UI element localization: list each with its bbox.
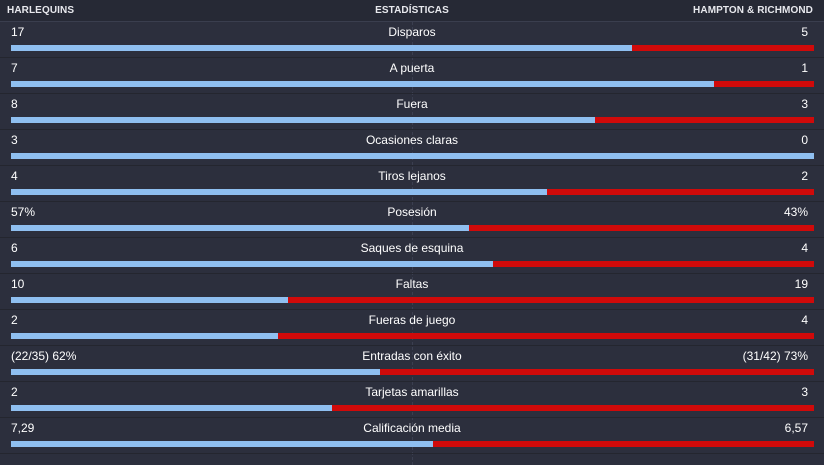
home-share-fill [11,225,469,231]
home-share-fill [11,441,434,447]
stat-row: 7,29 Calificación media 6,57 [0,418,824,454]
comparison-bar [11,405,814,411]
comparison-bar [11,333,814,339]
away-value: 5 [801,25,808,39]
away-value: (31/42) 73% [742,349,808,363]
home-share-fill [11,189,547,195]
away-value: 6,57 [784,421,808,435]
stat-label: Saques de esquina [360,241,464,255]
away-value: 3 [801,97,808,111]
away-value: 2 [801,169,808,183]
stat-label: Tiros lejanos [378,169,446,183]
stat-label: Calificación media [363,421,461,435]
stat-label: Faltas [395,277,429,291]
comparison-bar [11,261,814,267]
comparison-bar [11,153,814,159]
comparison-bar [11,225,814,231]
stat-row: (22/35) 62% Entradas con éxito (31/42) 73% [0,346,824,382]
stats-title: ESTADÍSTICAS [375,5,449,16]
stat-row: 4 Tiros lejanos 2 [0,166,824,202]
stat-label: Tarjetas amarillas [365,385,459,399]
away-team-name: HAMPTON & RICHMOND [693,5,813,16]
home-share-fill [11,369,380,375]
stat-row: 10 Faltas 19 [0,274,824,310]
home-value: 57% [11,205,36,219]
stat-row: 57% Posesión 43% [0,202,824,238]
home-value: 10 [11,277,25,291]
away-value: 4 [801,241,808,255]
home-value: 2 [11,313,18,327]
stat-row: 2 Tarjetas amarillas 3 [0,382,824,418]
stat-label: Ocasiones claras [365,133,459,147]
away-value: 19 [794,277,808,291]
home-value: 7 [11,61,18,75]
stats-header: HARLEQUINS ESTADÍSTICAS HAMPTON & RICHMO… [0,0,824,22]
home-value: 8 [11,97,18,111]
comparison-bar [11,81,814,87]
home-share-fill [11,45,632,51]
comparison-bar [11,369,814,375]
stat-row: 3 Ocasiones claras 0 [0,130,824,166]
stat-row: 7 A puerta 1 [0,58,824,94]
stat-label: A puerta [389,61,435,75]
away-value: 4 [801,313,808,327]
home-share-fill [11,261,493,267]
home-value: 17 [11,25,25,39]
home-share-fill [11,405,333,411]
comparison-bar [11,297,814,303]
home-value: 2 [11,385,18,399]
comparison-bar [11,45,814,51]
away-value: 3 [801,385,808,399]
home-share-fill [11,297,289,303]
stat-row: 17 Disparos 5 [0,22,824,58]
home-team-name: HARLEQUINS [7,5,75,16]
stat-label: Entradas con éxito [362,349,462,363]
stat-label: Disparos [388,25,436,39]
stat-row: 6 Saques de esquina 4 [0,238,824,274]
home-share-fill [11,333,279,339]
stats-list: 17 Disparos 5 7 A puerta 1 8 Fuera 3 3 Ocasiones c… [0,22,824,454]
home-value: 6 [11,241,18,255]
home-value: 3 [11,133,18,147]
comparison-bar [11,189,814,195]
stat-row: 8 Fuera 3 [0,94,824,130]
home-share-fill [11,81,714,87]
home-value: 7,29 [11,421,35,435]
away-value: 43% [783,205,808,219]
stat-row: 2 Fueras de juego 4 [0,310,824,346]
home-share-fill [11,117,595,123]
home-value: (22/35) 62% [11,349,77,363]
stat-label: Fueras de juego [368,313,456,327]
away-value: 1 [801,61,808,75]
home-share-fill [11,153,814,159]
comparison-bar [11,117,814,123]
center-divider [412,22,413,465]
stat-label: Fuera [396,97,428,111]
stat-label: Posesión [387,205,437,219]
comparison-bar [11,441,814,447]
home-value: 4 [11,169,18,183]
away-value: 0 [801,133,808,147]
